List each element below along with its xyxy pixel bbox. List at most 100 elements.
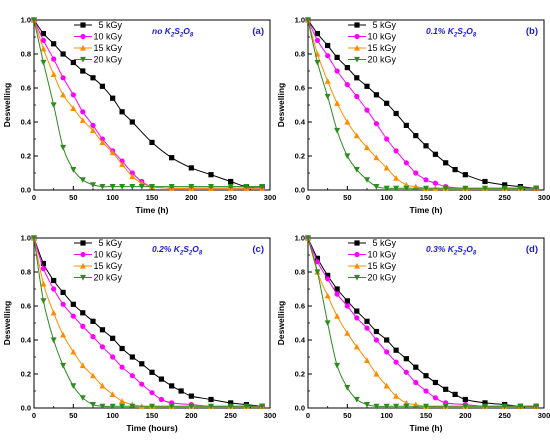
y-tick-label: 0.2	[295, 370, 305, 379]
data-point	[353, 167, 360, 173]
x-tick-label: 150	[420, 411, 433, 420]
series-line	[33, 237, 263, 407]
panel-label: (a)	[252, 26, 264, 37]
x-tick-label: 250	[224, 411, 237, 420]
series-20-kgy	[305, 235, 540, 410]
legend-entry: 20 kGy	[367, 273, 396, 283]
x-tick-label: 250	[498, 193, 511, 202]
data-point	[354, 315, 360, 321]
y-tick-label: 0.6	[21, 302, 31, 311]
y-tick-label: 0.2	[21, 370, 31, 379]
data-point	[50, 71, 57, 77]
x-axis-label: Time (h)	[410, 423, 443, 433]
data-point	[364, 144, 370, 151]
y-tick-label: 0.6	[295, 84, 305, 93]
data-point	[227, 184, 234, 190]
data-point	[149, 184, 155, 190]
data-point	[314, 269, 321, 276]
data-point	[51, 277, 57, 284]
data-point	[324, 292, 331, 299]
data-point	[228, 400, 234, 406]
y-tick-label: 0.4	[21, 336, 32, 345]
data-point	[364, 177, 370, 183]
data-point	[334, 68, 340, 74]
data-point	[40, 266, 47, 272]
data-point	[79, 177, 86, 183]
legend-marker	[354, 44, 360, 51]
series-5-kgy	[305, 17, 539, 191]
data-point	[50, 309, 57, 316]
data-point	[334, 54, 340, 60]
data-point	[169, 383, 175, 389]
x-tick-label: 100	[106, 193, 119, 202]
data-point	[413, 133, 419, 139]
data-point	[502, 182, 508, 188]
y-tick-label: 0.8	[295, 268, 305, 277]
data-point	[243, 403, 250, 410]
data-point	[384, 337, 390, 343]
y-axis-label: Deswelling	[2, 301, 12, 345]
legend-entry: 5 kGy	[98, 238, 122, 248]
data-point	[354, 308, 360, 314]
annotation-text: 0.3% K2S2O8	[426, 244, 477, 257]
data-point	[227, 403, 234, 410]
data-point	[99, 344, 106, 350]
data-point	[51, 41, 57, 47]
x-axis-label: Time (hours)	[126, 423, 177, 433]
data-point	[364, 318, 370, 324]
data-point	[413, 364, 419, 370]
data-point	[129, 170, 135, 176]
data-point	[432, 395, 439, 401]
legend-marker	[354, 56, 360, 63]
data-point	[423, 185, 429, 192]
x-tick-label: 150	[146, 193, 159, 202]
data-point	[40, 37, 47, 44]
data-point	[334, 291, 340, 297]
data-point	[334, 362, 341, 369]
data-point	[51, 286, 57, 292]
data-point	[412, 183, 419, 190]
data-point	[208, 396, 214, 403]
data-point	[442, 185, 449, 192]
series-10-kgy	[305, 17, 539, 191]
y-axis-label: Deswelling	[276, 301, 286, 345]
data-point	[393, 359, 399, 365]
data-point	[373, 92, 380, 98]
data-point	[344, 385, 351, 391]
data-point	[119, 109, 125, 115]
data-point	[60, 362, 67, 369]
x-tick-label: 100	[106, 411, 119, 420]
data-point	[119, 398, 126, 404]
data-point	[80, 310, 86, 316]
data-point	[452, 391, 458, 397]
legend-marker	[80, 22, 86, 28]
data-point	[119, 345, 125, 352]
series-line	[307, 237, 537, 407]
y-axis-label: Deswelling	[2, 83, 12, 127]
y-tick-label: 0.0	[295, 404, 305, 413]
data-point	[208, 184, 214, 190]
data-point	[393, 175, 400, 181]
data-point	[90, 127, 96, 134]
data-point	[403, 160, 409, 166]
data-point	[501, 185, 508, 192]
x-tick-label: 200	[459, 193, 472, 202]
x-tick-label: 300	[264, 193, 277, 202]
data-point	[188, 165, 194, 171]
data-point	[325, 53, 331, 59]
data-point	[325, 42, 331, 49]
data-point	[364, 107, 370, 113]
data-point	[354, 75, 360, 81]
data-point	[482, 185, 488, 192]
data-point	[324, 78, 331, 84]
data-point	[158, 376, 165, 382]
legend-entry: 10 kGy	[93, 250, 122, 260]
data-point	[412, 401, 419, 408]
data-point	[314, 31, 321, 37]
data-point	[129, 403, 136, 410]
data-point	[40, 45, 47, 52]
